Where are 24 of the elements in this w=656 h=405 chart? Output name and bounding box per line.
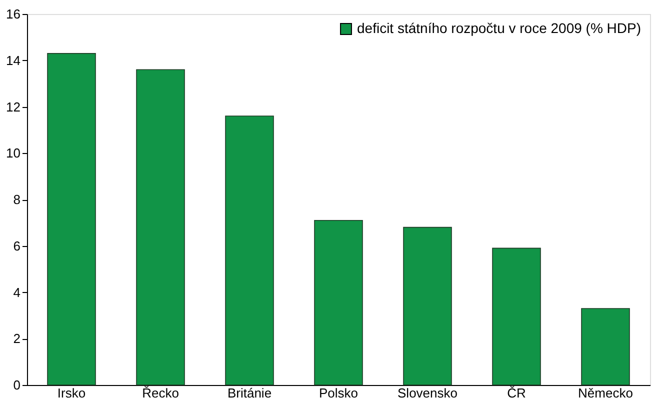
bar <box>225 116 274 386</box>
bar <box>47 53 96 386</box>
y-tick-label: 10 <box>6 146 20 161</box>
y-tick-label: 14 <box>6 52 20 68</box>
x-tick-label: Slovensko <box>398 386 458 400</box>
y-tick-label: 16 <box>6 6 20 22</box>
y-tick-label: 6 <box>13 238 20 254</box>
bar <box>314 220 363 386</box>
y-tick-label: 2 <box>13 331 20 346</box>
bar <box>492 248 541 386</box>
x-tick-label: ČR <box>507 386 526 400</box>
bar <box>581 308 630 386</box>
x-tick-label: Británie <box>227 386 272 400</box>
y-tick-label: 8 <box>13 192 20 207</box>
y-tick-label: 4 <box>13 284 20 300</box>
x-tick-label: Německo <box>578 386 633 400</box>
x-tick-label: Polsko <box>318 386 358 400</box>
legend-label: deficit státního rozpočtu v roce 2009 (% HDP) <box>357 20 642 36</box>
bar <box>403 226 452 386</box>
x-tick-label: Řecko <box>142 386 179 400</box>
y-tick-label: 0 <box>13 378 20 392</box>
bar <box>136 69 185 386</box>
x-tick-label: Irsko <box>57 386 86 400</box>
y-tick-label: 12 <box>6 99 20 114</box>
